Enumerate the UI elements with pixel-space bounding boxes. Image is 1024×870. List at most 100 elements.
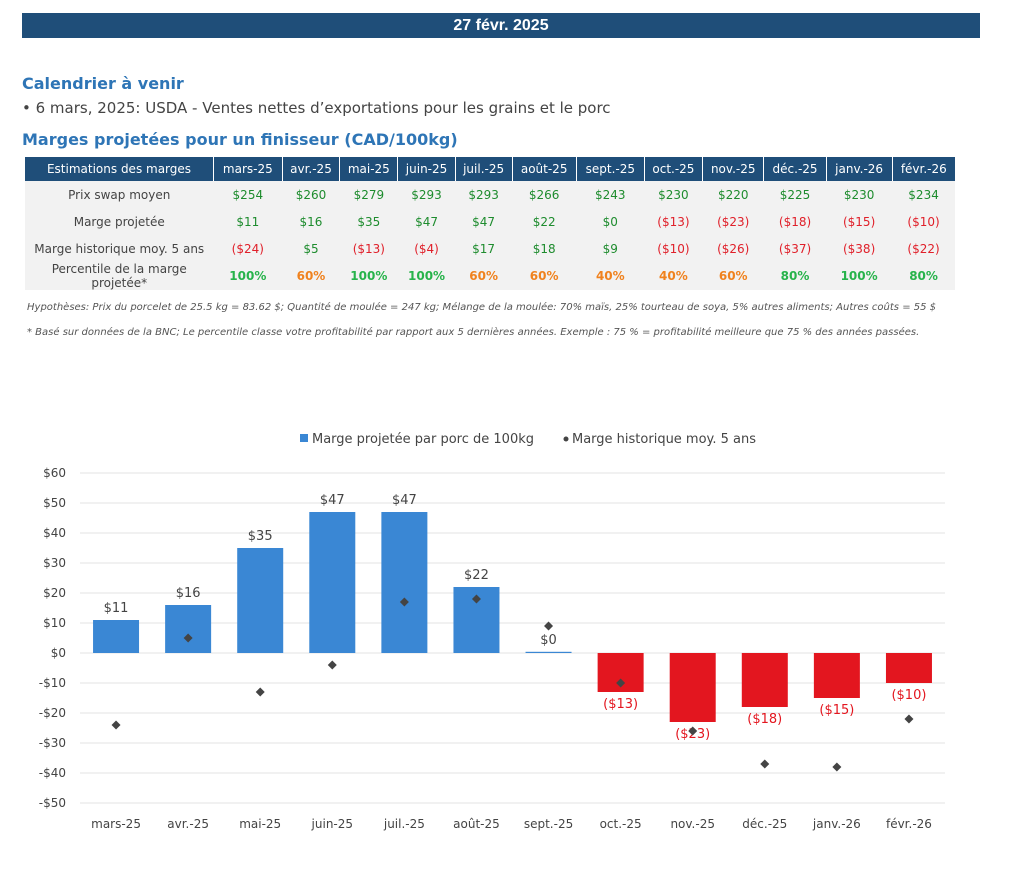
table-cell: 80% [763, 262, 827, 290]
calendar-item: • 6 mars, 2025: USDA - Ventes nettes d’e… [22, 99, 611, 117]
table-cell: ($37) [763, 235, 827, 262]
table-cell: $9 [576, 235, 645, 262]
table-cell: ($24) [213, 235, 283, 262]
x-tick-label: juil.-25 [383, 817, 425, 831]
banner-date: 27 févr. 2025 [453, 16, 549, 34]
table-cell: $260 [282, 181, 340, 208]
header-label: Estimations des marges [25, 157, 214, 181]
table-cell: 60% [702, 262, 764, 290]
header-month: juin-25 [397, 157, 456, 181]
header-month: avr.-25 [281, 157, 340, 181]
bar [93, 620, 140, 653]
historical-marker [183, 633, 193, 643]
y-tick-label: -$10 [39, 676, 66, 690]
table-cell: $234 [892, 181, 955, 208]
bar-data-label: $22 [464, 568, 489, 583]
x-tick-label: avr.-25 [167, 817, 209, 831]
bar-data-label: $11 [104, 601, 129, 616]
historical-marker [255, 687, 265, 697]
y-tick-label: -$40 [39, 766, 66, 780]
x-tick-label: févr.-26 [886, 817, 932, 831]
y-tick-label: -$50 [39, 796, 66, 810]
table-row: Marge historique moy. 5 ans ($24) $5 ($13)(… [25, 235, 955, 262]
bar-data-label: $35 [248, 529, 273, 544]
bar [165, 605, 212, 653]
table-cell: $47 [455, 208, 512, 235]
percentile-footnote: * Basé sur données de la BNC; Le percent… [27, 327, 920, 338]
table-cell: ($10) [892, 208, 955, 235]
historical-marker [471, 594, 481, 604]
historical-marker [399, 597, 409, 607]
table-cell: $225 [763, 181, 827, 208]
table-cell: $220 [702, 181, 764, 208]
x-tick-label: sept.-25 [524, 817, 573, 831]
table-cell: $16 [282, 208, 340, 235]
y-tick-label: -$30 [39, 736, 66, 750]
header-month: févr.-26 [891, 157, 955, 181]
table-cell: ($10) [644, 235, 703, 262]
header-month: oct.-25 [643, 157, 703, 181]
historical-marker [616, 678, 626, 688]
y-tick-label: -$20 [39, 706, 66, 720]
table-cell: $230 [826, 181, 893, 208]
table-cell: 40% [576, 262, 645, 290]
table-cell: 60% [282, 262, 340, 290]
bar-data-label: $47 [320, 493, 345, 508]
table-row: Percentile de la marge projetée* 100% 60% 1… [25, 262, 955, 290]
margins-table: Estimations des marges mars-25 avr.-25 mai… [25, 157, 955, 290]
bar [669, 653, 716, 722]
table-row: Marge projetée $11 $16 $35 $47 $47 $22 $0 ($13)(… [25, 208, 955, 235]
header-month: déc.-25 [763, 157, 827, 181]
x-tick-label: janv.-26 [812, 817, 861, 831]
historical-marker [327, 660, 337, 670]
table-cell: $11 [213, 208, 283, 235]
y-tick-label: $10 [43, 616, 66, 630]
row-label: Prix swap moyen [25, 181, 214, 208]
table-cell: ($26) [702, 235, 764, 262]
x-tick-label: mars-25 [91, 817, 141, 831]
table-cell: 60% [455, 262, 512, 290]
row-label: Marge historique moy. 5 ans [25, 235, 214, 262]
table-cell: ($4) [397, 235, 456, 262]
table-cell: 80% [892, 262, 955, 290]
calendar-title: Calendrier à venir [22, 74, 184, 93]
assumptions-note: Hypothèses: Prix du porcelet de 25.5 kg … [27, 302, 937, 313]
x-tick-label: juin-25 [311, 817, 353, 831]
historical-marker [832, 762, 842, 772]
table-cell: $0 [576, 208, 645, 235]
table-cell: $18 [512, 235, 577, 262]
table-cell: $22 [512, 208, 577, 235]
table-cell: $254 [213, 181, 283, 208]
x-tick-label: mai-25 [239, 817, 281, 831]
table-cell: $230 [644, 181, 703, 208]
x-tick-label: août-25 [453, 817, 500, 831]
table-cell: $17 [455, 235, 512, 262]
bar [381, 512, 428, 653]
x-tick-label: déc.-25 [742, 817, 787, 831]
table-header-row: Estimations des marges mars-25 avr.-25 mai… [25, 157, 955, 181]
x-tick-label: nov.-25 [670, 817, 715, 831]
row-label: Marge projetée [25, 208, 214, 235]
table-cell: ($15) [826, 208, 893, 235]
margins-title: Marges projetées pour un finisseur (CAD/… [22, 130, 458, 149]
table-cell: $293 [455, 181, 512, 208]
table-row: Prix swap moyen $254 $260 $279 $293 $293 $266 $… [25, 181, 955, 208]
table-cell: $35 [339, 208, 398, 235]
table-cell: $243 [576, 181, 645, 208]
table-cell: $47 [397, 208, 456, 235]
table-cell: 100% [397, 262, 456, 290]
legend-marker-swatch [563, 436, 569, 442]
table-cell: ($23) [702, 208, 764, 235]
table-cell: 100% [826, 262, 893, 290]
bar-data-label: ($10) [891, 688, 926, 703]
table-cell: $266 [512, 181, 577, 208]
bar [525, 651, 572, 653]
header-month: août-25 [511, 157, 577, 181]
header-month: mars-25 [213, 157, 283, 181]
table-cell: ($18) [763, 208, 827, 235]
bar [885, 653, 932, 683]
margin-chart: Marge projetée par porc de 100kg Marge hi… [39, 432, 945, 831]
y-tick-label: $20 [43, 586, 66, 600]
table-cell: ($13) [644, 208, 703, 235]
bar-data-label: $47 [392, 493, 417, 508]
